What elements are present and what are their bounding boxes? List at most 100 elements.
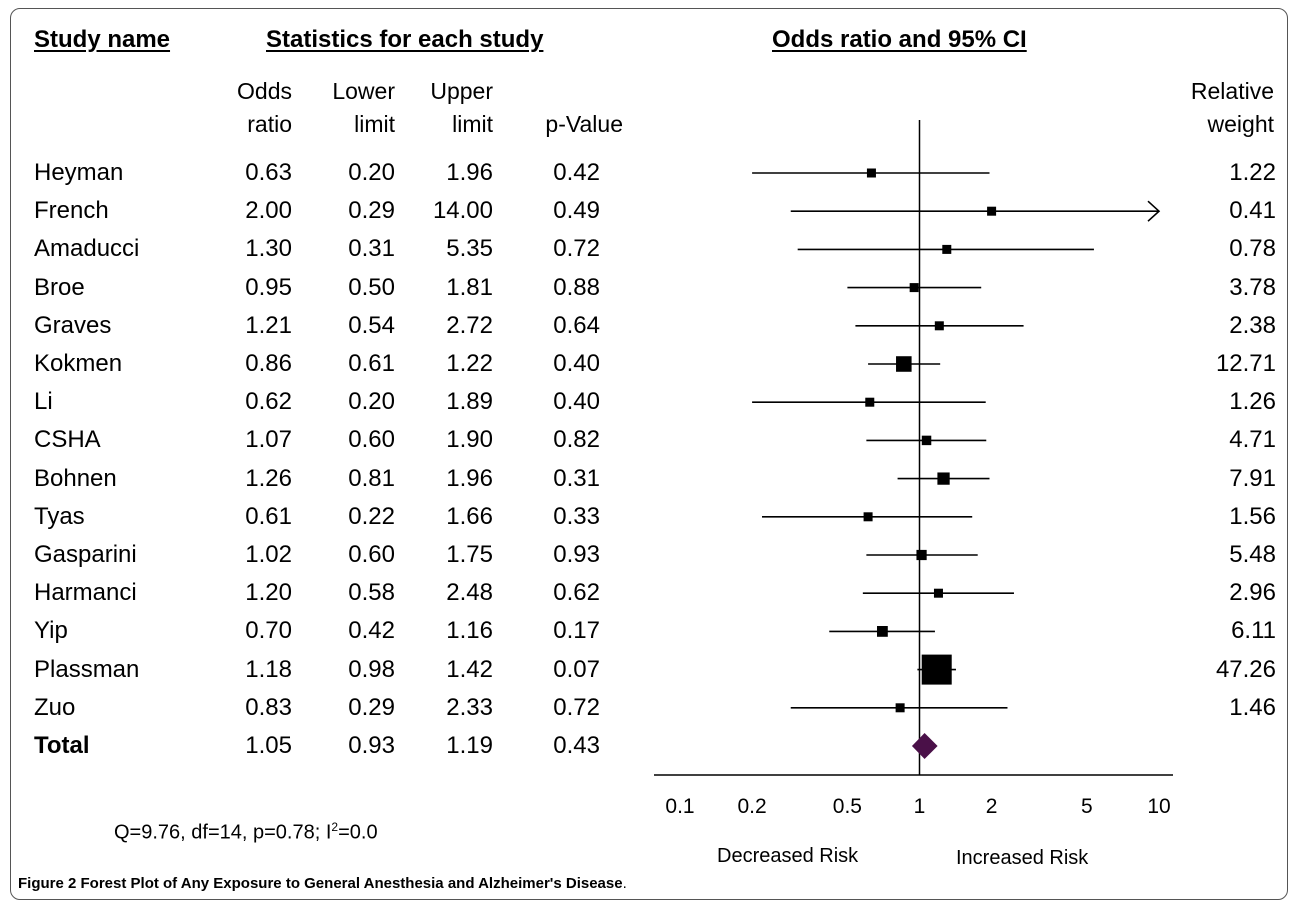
relative-weight-cell: 1.56 [1229, 502, 1276, 530]
odds-ratio-col-header-line1: Odds [237, 78, 292, 104]
p-value-cell: 0.40 [553, 388, 600, 416]
relative-weight-cell: 7.91 [1229, 464, 1276, 492]
odds-ratio-cell: 0.63 [245, 159, 292, 186]
p-value-cell: 0.88 [553, 273, 600, 301]
upper-limit-cell: 2.72 [446, 311, 493, 339]
lower-limit-cell: 0.54 [348, 311, 395, 339]
figure-caption-tail: . [622, 875, 627, 892]
upper-limit-cell: 1.96 [446, 464, 493, 492]
study-name: Bohnen [34, 464, 117, 492]
point-estimate [877, 626, 888, 637]
odds-ratio-col-header: Odds ratio [237, 75, 292, 141]
lower-limit-col-header: Lower limit [332, 75, 395, 141]
odds-ratio-cell: 0.70 [245, 617, 292, 645]
heterogeneity-text: Q=9.76, df=14, p=0.78; I [114, 821, 332, 844]
lower-limit-cell: 0.29 [348, 693, 395, 721]
p-value-cell: 0.64 [553, 311, 600, 339]
p-value-col-header-line1: p-Value [545, 111, 623, 137]
p-value-cell: 0.42 [553, 159, 600, 186]
odds-ratio-cell: 1.21 [245, 311, 292, 339]
x-tick-label: 0.1 [665, 795, 694, 818]
relative-weight-cell: 47.26 [1215, 655, 1276, 683]
lower-limit-cell: 0.61 [348, 350, 395, 377]
study-name: Gasparini [34, 541, 137, 568]
study-name: Tyas [34, 502, 85, 530]
study-name: Harmanci [34, 579, 137, 607]
lower-limit-cell: 0.58 [348, 579, 395, 607]
heterogeneity-sup: 2 [331, 820, 339, 834]
study-name: Kokmen [34, 350, 123, 377]
p-value-cell: 0.33 [553, 502, 600, 530]
relative-weight-col-header: Relative weight [1191, 75, 1274, 141]
relative-weight-cell: 0.78 [1229, 235, 1276, 263]
p-value-cell: 0.07 [553, 655, 600, 683]
study-name: Heyman [34, 159, 124, 186]
total-upper-limit: 1.19 [446, 732, 493, 759]
odds-ratio-cell: 0.83 [245, 693, 292, 721]
lower-limit-cell: 0.42 [348, 617, 395, 645]
odds-ratio-cell: 1.18 [245, 655, 292, 683]
point-estimate [865, 397, 875, 407]
point-estimate [863, 512, 873, 522]
upper-limit-cell: 1.16 [446, 617, 493, 645]
total-label: Total [34, 732, 90, 759]
upper-limit-cell: 1.75 [446, 541, 493, 568]
relative-weight-col-header-line2: weight [1207, 111, 1274, 137]
x-tick-label: 0.2 [737, 795, 766, 818]
heterogeneity-tail: =0.0 [338, 821, 378, 844]
upper-limit-cell: 1.66 [446, 502, 493, 530]
study-name: Plassman [34, 655, 140, 683]
study-name: French [34, 197, 109, 225]
point-estimate [896, 356, 912, 372]
odds-ratio-cell: 1.20 [245, 579, 292, 607]
x-tick-label: 5 [1081, 795, 1093, 818]
figure-caption-title: Figure 2 Forest Plot of Any Exposure to … [18, 875, 623, 892]
odds-ratio-cell: 1.02 [245, 541, 292, 568]
point-estimate [895, 703, 905, 713]
relative-weight-cell: 6.11 [1231, 617, 1276, 645]
figure-caption: Figure 2 Forest Plot of Any Exposure to … [18, 875, 627, 892]
upper-limit-cell: 5.35 [446, 235, 493, 263]
odds-ratio-cell: 1.26 [245, 464, 292, 492]
p-value-cell: 0.62 [553, 579, 600, 607]
p-value-col-header: p-Value [545, 108, 623, 141]
heterogeneity-statistics: Q=9.76, df=14, p=0.78; I2=0.0 [114, 820, 378, 845]
point-estimate [916, 549, 927, 561]
lower-limit-cell: 0.29 [348, 197, 395, 225]
p-value-cell: 0.17 [553, 617, 600, 645]
odds-ratio-cell: 0.62 [245, 388, 292, 416]
upper-limit-cell: 1.89 [446, 388, 493, 416]
point-estimate [934, 321, 944, 331]
p-value-cell: 0.93 [553, 541, 600, 568]
upper-limit-cell: 1.22 [446, 350, 493, 377]
total-p-value: 0.43 [553, 732, 600, 759]
x-tick-label: 2 [986, 795, 998, 818]
upper-limit-cell: 1.42 [446, 655, 493, 683]
relative-weight-cell: 1.46 [1229, 693, 1276, 721]
study-name-header: Study name [34, 26, 171, 53]
study-name: Li [34, 388, 53, 416]
x-tick-label: 10 [1147, 795, 1170, 818]
odds-ratio-cell: 2.00 [245, 197, 292, 225]
decreased-risk-label: Decreased Risk [717, 845, 859, 867]
lower-limit-cell: 0.20 [348, 159, 395, 186]
study-name: CSHA [34, 426, 101, 454]
upper-limit-cell: 2.48 [446, 579, 493, 607]
p-value-cell: 0.40 [553, 350, 600, 377]
point-estimate [909, 283, 919, 293]
upper-limit-col-header-line1: Upper [430, 78, 493, 104]
odds-ratio-cell: 0.95 [245, 273, 292, 301]
lower-limit-cell: 0.31 [348, 235, 395, 263]
relative-weight-cell: 2.38 [1229, 311, 1276, 339]
p-value-cell: 0.72 [553, 235, 600, 263]
upper-limit-col-header: Upper limit [430, 75, 493, 141]
point-estimate [933, 588, 943, 598]
point-estimate [921, 435, 932, 446]
ci-arrow [1147, 200, 1161, 222]
lower-limit-cell: 0.81 [348, 464, 395, 492]
study-name: Broe [34, 273, 85, 301]
lower-limit-cell: 0.98 [348, 655, 395, 683]
point-estimate [921, 654, 952, 685]
odds-ratio-cell: 1.07 [245, 426, 292, 454]
study-name: Zuo [34, 693, 76, 721]
